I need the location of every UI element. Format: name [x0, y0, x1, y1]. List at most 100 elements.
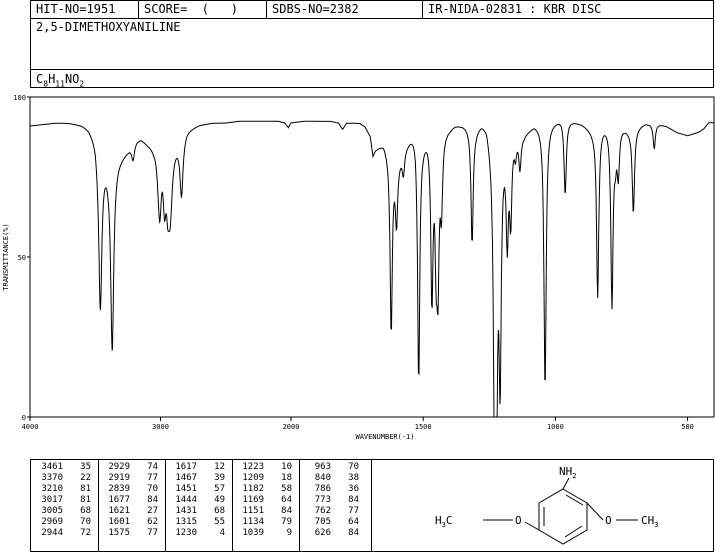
peak-column: 1223 10 1209 18 1182 58 1169 64 1151 84 1134 79 1039…: [234, 462, 292, 539]
peak-wavenumber: 1621: [108, 506, 130, 516]
peak-row: 1223 10: [234, 462, 292, 473]
peak-row: 840 38: [301, 473, 359, 484]
peak-transmittance: 77: [348, 506, 359, 516]
peak-transmittance: 68: [80, 506, 91, 516]
peak-row: 1467 39: [167, 473, 225, 484]
peak-wavenumber: 3005: [41, 506, 63, 516]
compound-name: 2,5-DIMETHOXYANILINE: [36, 20, 181, 34]
peak-row: 1209 18: [234, 473, 292, 484]
peak-transmittance: 10: [281, 462, 292, 472]
double-bond: [565, 494, 584, 506]
peak-transmittance: 12: [214, 462, 225, 472]
peak-wavenumber: 1209: [242, 473, 264, 483]
peak-transmittance: 55: [214, 517, 225, 527]
sdbs-number: SDBS-NO=2382: [267, 1, 423, 18]
peak-wavenumber: 705: [314, 517, 331, 527]
peak-transmittance: 9: [286, 528, 292, 538]
peak-wavenumber: 2929: [108, 462, 130, 472]
peak-row: 2969 70: [33, 517, 91, 528]
peak-transmittance: 81: [80, 495, 91, 505]
peak-transmittance: 70: [147, 484, 158, 494]
peak-row: 3005 68: [33, 506, 91, 517]
peak-transmittance: 38: [348, 473, 359, 483]
peak-wavenumber: 2969: [41, 517, 63, 527]
double-bond: [564, 525, 583, 538]
peak-row: 1617 12: [167, 462, 225, 473]
peak-wavenumber: 1451: [175, 484, 197, 494]
peak-row: 1134 79: [234, 517, 292, 528]
x-tick-label: 500: [681, 423, 694, 431]
peak-transmittance: 49: [214, 495, 225, 505]
methyl-left: H3C: [435, 514, 452, 529]
molecule-structure: NH2 O H3C O CH3: [435, 465, 658, 545]
y-tick-label: 50: [18, 254, 26, 262]
peak-row: 1444 49: [167, 495, 225, 506]
peak-transmittance: 27: [147, 506, 158, 516]
peak-transmittance: 36: [348, 484, 359, 494]
methoxy-bond: [524, 521, 540, 531]
peak-transmittance: 57: [214, 484, 225, 494]
peak-wavenumber: 626: [314, 528, 331, 538]
peak-row: 1151 84: [234, 506, 292, 517]
peak-transmittance: 70: [80, 517, 91, 527]
peak-wavenumber: 1431: [175, 506, 197, 516]
peak-transmittance: 81: [80, 484, 91, 494]
peak-row: 3017 81: [33, 495, 91, 506]
peak-row: 1315 55: [167, 517, 225, 528]
oxygen-left: O: [515, 514, 522, 527]
peak-row: 1431 68: [167, 506, 225, 517]
peak-row: 1230 4: [167, 528, 225, 539]
peak-transmittance: 72: [80, 528, 91, 538]
peak-transmittance: 84: [348, 528, 359, 538]
peak-transmittance: 68: [214, 506, 225, 516]
peak-row: 3210 81: [33, 484, 91, 495]
peak-transmittance: 64: [281, 495, 292, 505]
x-tick-label: 1000: [547, 423, 564, 431]
peak-wavenumber: 773: [314, 495, 331, 505]
spectrum-line: [29, 120, 714, 418]
peak-row: 963 70: [301, 462, 359, 473]
peak-transmittance: 22: [80, 473, 91, 483]
peak-row: 1451 57: [167, 484, 225, 495]
column-divider: [232, 460, 233, 551]
peak-transmittance: 18: [281, 473, 292, 483]
peak-transmittance: 62: [147, 517, 158, 527]
peak-wavenumber: 1617: [175, 462, 197, 472]
peak-wavenumber: 1223: [242, 462, 264, 472]
oxygen-right: O: [605, 514, 612, 527]
y-tick-label: 0: [22, 414, 26, 422]
x-tick-label: 4000: [22, 423, 39, 431]
peak-wavenumber: 1230: [175, 528, 197, 538]
peak-transmittance: 84: [281, 506, 292, 516]
x-tick-label: 2000: [283, 423, 300, 431]
peak-wavenumber: 1601: [108, 517, 130, 527]
peak-row: 1621 27: [100, 506, 158, 517]
peak-wavenumber: 1134: [242, 517, 264, 527]
nh2-bond: [562, 477, 570, 490]
peak-transmittance: 39: [214, 473, 225, 483]
peak-transmittance: 4: [219, 528, 225, 538]
peak-column: 1617 12 1467 39 1451 57 1444 49 1431 68 1315 55 1230…: [167, 462, 225, 539]
formula-divider: [31, 69, 713, 70]
peak-wavenumber: 840: [314, 473, 331, 483]
methoxy-bond: [586, 502, 604, 521]
peak-row: 2919 77: [100, 473, 158, 484]
peak-transmittance: 74: [147, 462, 158, 472]
structure-divider: [371, 460, 372, 551]
peak-row: 2929 74: [100, 462, 158, 473]
peak-wavenumber: 1182: [242, 484, 264, 494]
x-tick-label: 1500: [415, 423, 432, 431]
column-divider: [98, 460, 99, 551]
peak-wavenumber: 1575: [108, 528, 130, 538]
peak-wavenumber: 762: [314, 506, 331, 516]
peak-row: 1677 84: [100, 495, 158, 506]
peak-transmittance: 58: [281, 484, 292, 494]
peak-row: 3461 35: [33, 462, 91, 473]
peak-row: 626 84: [301, 528, 359, 539]
peak-wavenumber: 786: [314, 484, 331, 494]
peak-wavenumber: 1151: [242, 506, 264, 516]
molecular-formula: C8H11NO2: [36, 72, 85, 89]
peak-row: 3370 22: [33, 473, 91, 484]
peak-wavenumber: 1467: [175, 473, 197, 483]
